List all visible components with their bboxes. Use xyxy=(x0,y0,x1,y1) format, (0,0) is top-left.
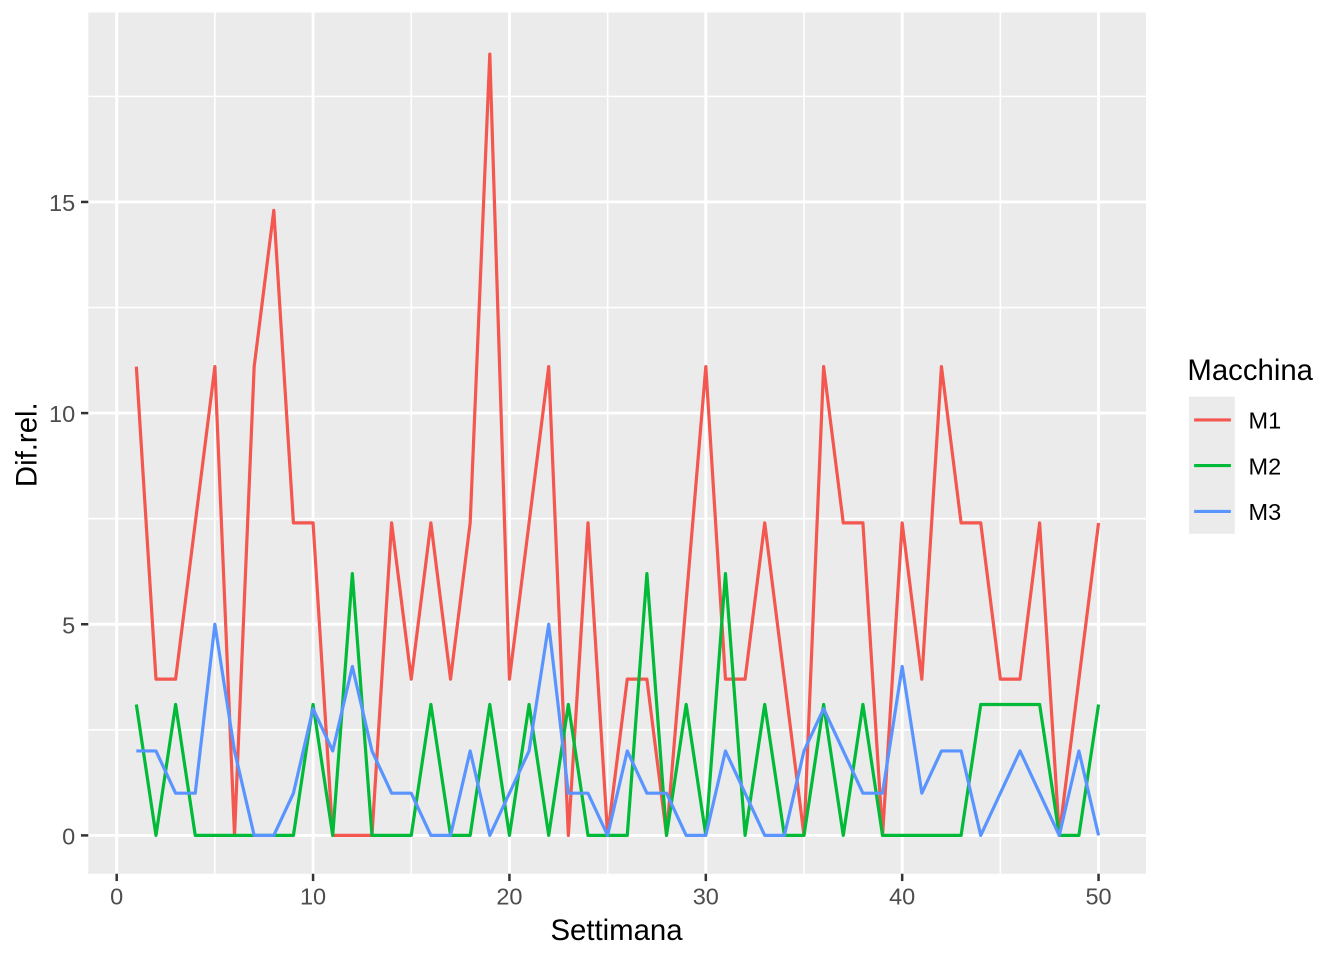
svg-text:M3: M3 xyxy=(1249,499,1282,525)
svg-text:M1: M1 xyxy=(1249,408,1282,434)
svg-text:Macchina: Macchina xyxy=(1187,354,1313,387)
svg-text:M2: M2 xyxy=(1249,453,1282,479)
svg-text:5: 5 xyxy=(62,612,75,638)
svg-text:Dif.rel.: Dif.rel. xyxy=(10,402,43,487)
svg-text:0: 0 xyxy=(110,884,123,910)
svg-text:15: 15 xyxy=(49,190,75,216)
svg-text:30: 30 xyxy=(693,884,719,910)
svg-text:Settimana: Settimana xyxy=(550,914,683,947)
svg-text:50: 50 xyxy=(1085,884,1111,910)
svg-text:10: 10 xyxy=(49,401,75,427)
svg-text:40: 40 xyxy=(889,884,915,910)
svg-text:10: 10 xyxy=(300,884,326,910)
svg-text:20: 20 xyxy=(496,884,522,910)
svg-text:0: 0 xyxy=(62,823,75,849)
